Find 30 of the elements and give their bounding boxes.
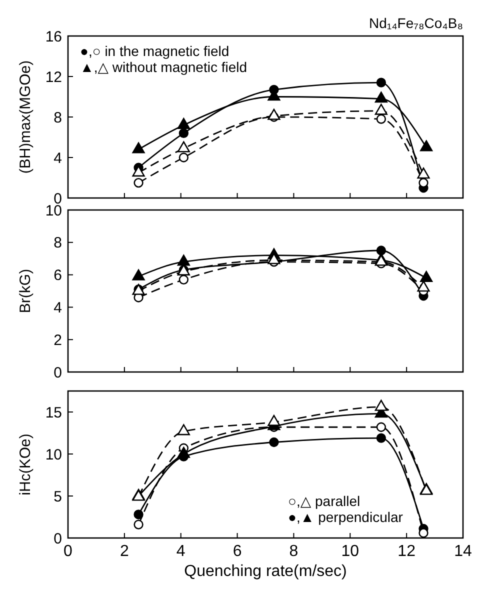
y-tick-label: 6 [54,267,62,284]
annotation: ▲,△ without magnetic field [80,59,248,75]
y-tick-label: 12 [45,68,62,86]
y-tick-label: 0 [54,530,62,548]
y-tick-label: 2 [54,332,62,349]
y-tick-label: 5 [54,488,62,506]
x-tick-label: 8 [289,543,298,560]
y-tick-label: 8 [54,234,62,252]
y-tick-label: 0 [54,364,62,382]
annotation: ●,○ in the magnetic field [80,43,230,59]
annotation: ○,△ parallel [288,493,360,509]
y-axis-title: Br(kG) [17,268,34,314]
y-axis-title: (BH)max(MGOe) [17,60,34,174]
y-tick-label: 4 [54,299,62,316]
y-tick-label: 4 [54,150,62,167]
y-tick-label: 10 [45,446,62,464]
x-axis-title: Quenching rate(m/sec) [184,563,347,580]
chart-title: Nd₁₄Fe₇₈Co₄B₈ [368,15,463,31]
annotation: ●,▲ perpendicular [288,509,404,525]
y-axis-title: iHc(KOe) [17,434,34,496]
x-tick-label: 14 [454,543,472,560]
y-tick-label: 16 [45,28,62,46]
x-tick-label: 6 [232,543,242,560]
x-tick-label: 12 [398,543,416,560]
x-tick-label: 2 [120,543,129,560]
y-tick-label: 15 [45,404,62,422]
y-tick-label: 10 [45,202,62,220]
x-tick-label: 10 [341,543,360,560]
y-tick-label: 8 [54,109,62,126]
x-tick-label: 4 [176,543,186,560]
